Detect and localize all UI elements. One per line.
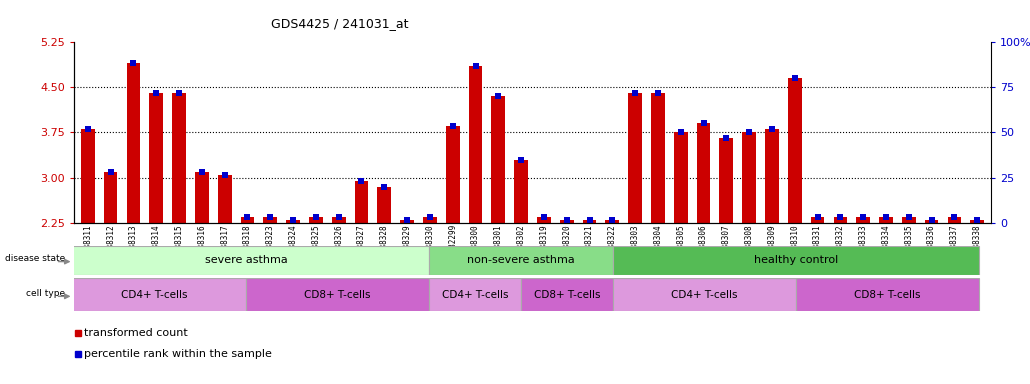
Bar — [172, 93, 185, 223]
Text: percentile rank within the sample: percentile rank within the sample — [84, 349, 272, 359]
Bar — [560, 220, 574, 223]
Bar — [651, 93, 664, 223]
Bar — [246, 278, 430, 311]
Text: CD8+ T-cells: CD8+ T-cells — [855, 290, 921, 300]
Bar — [833, 217, 848, 223]
Text: disease state: disease state — [5, 254, 65, 263]
Bar — [401, 220, 414, 223]
Text: CD8+ T-cells: CD8+ T-cells — [305, 290, 371, 300]
Bar — [970, 220, 984, 223]
Bar — [856, 217, 870, 223]
Bar — [925, 220, 938, 223]
Bar — [613, 246, 980, 275]
Bar — [430, 246, 613, 275]
Text: CD4+ T-cells: CD4+ T-cells — [122, 290, 187, 300]
Text: transformed count: transformed count — [84, 328, 188, 338]
Bar — [606, 220, 619, 223]
Bar — [446, 126, 459, 223]
Bar — [354, 180, 369, 223]
Text: CD8+ T-cells: CD8+ T-cells — [534, 290, 600, 300]
Bar — [63, 278, 246, 311]
Bar — [149, 93, 163, 223]
Bar — [423, 217, 437, 223]
Bar — [880, 217, 893, 223]
Bar — [286, 220, 300, 223]
Bar — [811, 217, 824, 223]
Bar — [537, 217, 551, 223]
Bar — [583, 220, 596, 223]
Bar — [491, 96, 505, 223]
Bar — [613, 278, 796, 311]
Bar — [674, 132, 688, 223]
Text: cell type: cell type — [26, 289, 65, 298]
Bar — [332, 217, 345, 223]
Bar — [469, 66, 482, 223]
Bar — [628, 93, 642, 223]
Bar — [743, 132, 756, 223]
Bar — [902, 217, 916, 223]
Text: severe asthma: severe asthma — [205, 255, 287, 265]
Bar — [241, 217, 254, 223]
Bar — [948, 217, 961, 223]
Bar — [377, 187, 391, 223]
Bar — [264, 217, 277, 223]
Bar — [104, 172, 117, 223]
Text: CD4+ T-cells: CD4+ T-cells — [442, 290, 509, 300]
Bar — [696, 124, 711, 223]
Text: CD4+ T-cells: CD4+ T-cells — [672, 290, 737, 300]
Bar — [127, 63, 140, 223]
Text: non-severe asthma: non-severe asthma — [468, 255, 575, 265]
Bar — [430, 278, 521, 311]
Bar — [796, 278, 980, 311]
Text: healthy control: healthy control — [754, 255, 838, 265]
Bar — [765, 129, 779, 223]
Text: GDS4425 / 241031_at: GDS4425 / 241031_at — [271, 17, 409, 30]
Bar — [63, 246, 430, 275]
Bar — [309, 217, 322, 223]
Bar — [720, 139, 733, 223]
Bar — [788, 78, 801, 223]
Bar — [514, 160, 528, 223]
Bar — [81, 129, 95, 223]
Bar — [521, 278, 613, 311]
Bar — [195, 172, 209, 223]
Bar — [217, 175, 232, 223]
